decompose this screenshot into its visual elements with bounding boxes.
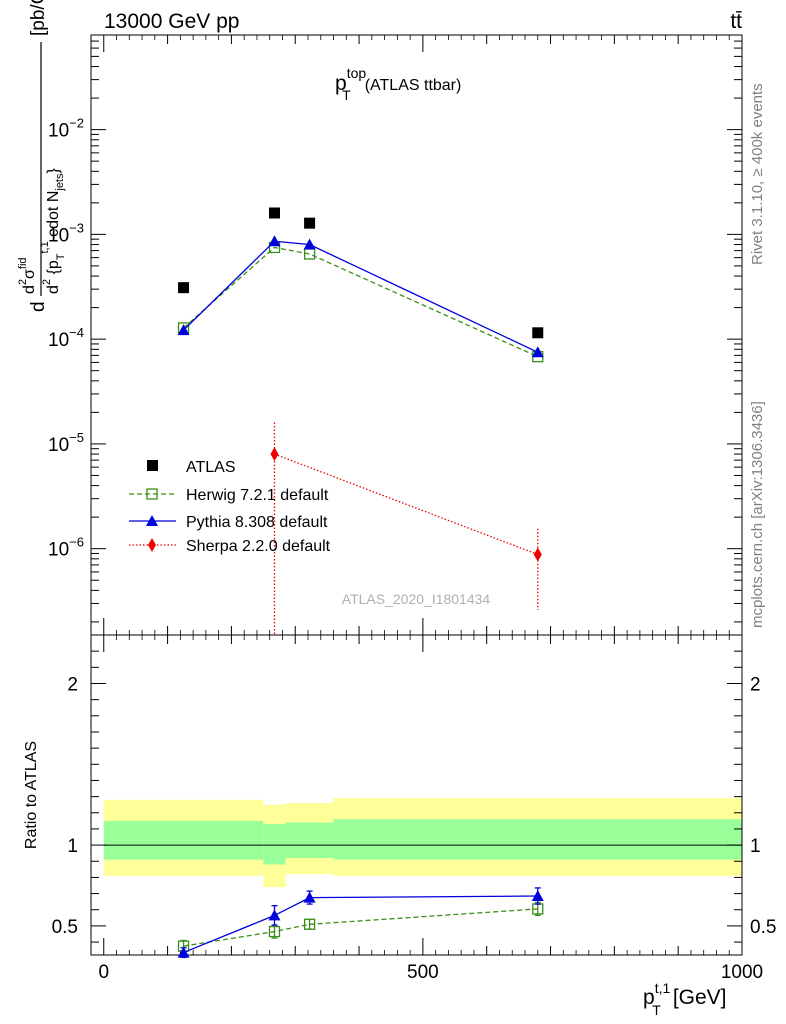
x-tick-label: 1000 (721, 962, 763, 983)
legend: ATLAS Herwig 7.2.1 default Pythia 8.308 … (129, 459, 331, 555)
ratio-y-tick-label-right: 1 (750, 836, 761, 857)
ratio-y-tick-label-right: 2 (750, 674, 761, 695)
main-y-tick-label: 10−2 (48, 116, 84, 142)
ratio-band-inner (103, 820, 264, 860)
legend-marker-atlas (147, 460, 158, 471)
main-y-tick-label: 10−3 (48, 220, 84, 246)
ratio-band-inner (263, 824, 286, 865)
x-tick-label: 0 (98, 962, 109, 983)
data-point-pythia (303, 238, 316, 250)
ratio-y-tick-label-left: 0.5 (52, 917, 78, 938)
ratio-point-pythia (177, 946, 190, 958)
watermark: ATLAS_2020_I1801434 (342, 591, 491, 607)
ratio-y-tick-label-left: 1 (67, 836, 78, 857)
ratio-point-pythia (268, 909, 281, 921)
x-axis-label: pt,1 T[GeV] (643, 980, 727, 1018)
main-ylabel: d d2σfid d2 {pTt,1 cdot Njets} [pb/GeV] (17, 0, 67, 312)
svg-text:[pb/GeV]: [pb/GeV] (28, 0, 49, 36)
rivet-label: Rivet 3.1.10, ≥ 400k events (749, 83, 766, 265)
legend-label-pythia: Pythia 8.308 default (186, 514, 328, 531)
ratio-y-tick-label-right: 0.5 (750, 917, 776, 938)
legend-marker-pythia (146, 515, 158, 526)
ratio-band-inner (285, 822, 334, 859)
data-point-atlas (268, 207, 280, 219)
ratio-frame (90, 634, 743, 956)
data-point-pythia (177, 324, 190, 336)
ratio-axes: 0 500 1000 0.5 0.5 1 1 2 2 (52, 635, 776, 983)
series-line-herwig (183, 246, 539, 358)
series-line-pythia (183, 240, 539, 353)
x-tick-label: 500 (407, 962, 439, 983)
ratio-data (177, 887, 544, 959)
ratio-point-pythia (303, 891, 316, 903)
ratio-line-herwig (183, 908, 538, 947)
main-axes: 10−6 10−5 10−4 10−3 10−2 (48, 34, 743, 635)
data-point-atlas (532, 327, 544, 339)
legend-marker-sherpa (148, 538, 156, 552)
header-left: 13000 GeV pp (104, 10, 239, 33)
data-point-pythia (268, 235, 281, 247)
legend-marker-herwig (146, 488, 158, 500)
ratio-point-herwig (303, 918, 316, 930)
mcplots-label: mcplots.cern.ch [arXiv:1306.3436] (749, 401, 766, 628)
ratio-y-tick-label-left: 2 (67, 674, 78, 695)
data-point-pythia (531, 346, 544, 358)
data-point-atlas (304, 217, 316, 229)
data-point-sherpa (533, 547, 542, 562)
legend-label-herwig: Herwig 7.2.1 default (186, 487, 329, 504)
main-y-tick-label: 10−4 (48, 325, 84, 351)
ratio-line-pythia (183, 895, 538, 954)
ratio-band-inner (333, 819, 742, 860)
ratio-ylabel: Ratio to ATLAS (23, 741, 40, 849)
main-data (177, 207, 544, 635)
series-line-sherpa (274, 453, 538, 556)
ratio-point-pythia (531, 890, 544, 902)
main-y-tick-label: 10−6 (48, 535, 84, 561)
ratio-bands (103, 798, 742, 888)
legend-label-atlas: ATLAS (186, 459, 236, 476)
header-right: tt̄ (730, 10, 742, 33)
svg-text:d: d (28, 301, 49, 312)
main-y-tick-label: 10−5 (48, 430, 84, 456)
data-point-atlas (178, 282, 190, 294)
main-title: ptop T(ATLAS ttbar) (335, 65, 461, 103)
svg-text:d2σfid: d2σfid (17, 257, 38, 294)
data-point-sherpa (270, 447, 279, 462)
ratio-point-herwig (268, 925, 281, 938)
legend-label-sherpa: Sherpa 2.2.0 default (186, 538, 331, 555)
